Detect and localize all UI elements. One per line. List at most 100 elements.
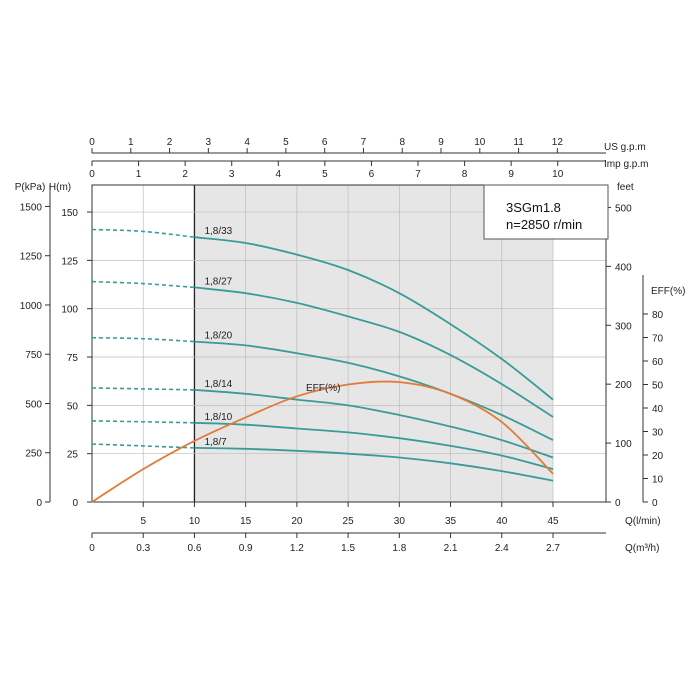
imp-gpm-tick-label: 5 [322, 169, 328, 180]
eff-tick-label: 70 [652, 334, 664, 345]
q-lmin-axis-title: Q(l/min) [625, 516, 661, 527]
feet-tick-label: 400 [615, 262, 632, 273]
imp-gpm-tick-label: 4 [276, 169, 282, 180]
q-m3h-tick-label: 2.1 [444, 543, 458, 554]
q-m3h-tick-label: 1.8 [392, 543, 406, 554]
axes-layer: 02550751001251500250500750100012501500H(… [15, 137, 686, 554]
eff-tick-label: 50 [652, 381, 664, 392]
us-gpm-tick-label: 7 [361, 137, 367, 148]
q-m3h-axis-title: Q(m³/h) [625, 543, 659, 554]
eff-tick-label: 20 [652, 451, 664, 462]
q-lmin-tick-label: 20 [291, 516, 303, 527]
imp-gpm-tick-label: 1 [136, 169, 142, 180]
imp-gpm-tick-label: 2 [182, 169, 188, 180]
curves-layer [91, 228, 554, 503]
head-curve-extrapolated [91, 336, 195, 343]
head-curve [194, 447, 554, 482]
imp-gpm-tick-label: 8 [462, 169, 468, 180]
head-tick-label: 50 [67, 401, 79, 412]
head-axis-title: H(m) [49, 182, 71, 193]
imp-gpm-tick-label: 3 [229, 169, 235, 180]
eff-tick-label: 30 [652, 428, 664, 439]
head-tick-label: 75 [67, 353, 79, 364]
q-lmin-tick-label: 15 [240, 516, 252, 527]
us-gpm-tick-label: 2 [167, 137, 173, 148]
head-curve-extrapolated [91, 280, 195, 289]
head-curve-extrapolated [91, 387, 195, 391]
eff-tick-label: 0 [652, 498, 658, 509]
head-curve-label: 1,8/20 [204, 331, 232, 342]
q-m3h-tick-label: 0.6 [187, 543, 201, 554]
head-tick-label: 0 [72, 498, 78, 509]
pressure-tick-label: 750 [25, 350, 42, 361]
pressure-tick-label: 1500 [20, 202, 43, 213]
q-lmin-tick-label: 10 [189, 516, 201, 527]
head-curve [194, 236, 554, 401]
imp-gpm-tick-label: 10 [552, 169, 564, 180]
us-gpm-tick-label: 9 [438, 137, 444, 148]
eff-tick-label: 60 [652, 357, 664, 368]
labels-layer: 1,8/33 1,8/27 1,8/20 1,8/14 1,8/10 1,8/7 EFF(%… [204, 226, 340, 448]
us-gpm-tick-label: 4 [244, 137, 250, 148]
plot-frame [91, 184, 607, 503]
q-lmin-tick-label: 40 [496, 516, 508, 527]
imp-gpm-tick-label: 7 [415, 169, 421, 180]
head-curve-label: 1,8/14 [204, 379, 232, 390]
head-curve-label: 1,8/33 [204, 226, 232, 237]
head-tick-label: 25 [67, 450, 79, 461]
head-tick-label: 100 [61, 305, 78, 316]
model-name: 3SGm1.8 [506, 200, 561, 215]
head-curve [194, 389, 554, 459]
us-gpm-tick-label: 10 [474, 137, 486, 148]
head-curve [194, 340, 554, 441]
head-curve-label: 1,8/10 [204, 412, 232, 423]
pressure-tick-label: 0 [36, 498, 42, 509]
head-curve [194, 286, 554, 418]
imp-gpm-tick-label: 0 [89, 169, 95, 180]
us-gpm-tick-label: 0 [89, 137, 95, 148]
head-tick-label: 150 [61, 208, 78, 219]
q-lmin-tick-label: 5 [140, 516, 146, 527]
q-m3h-tick-label: 1.5 [341, 543, 355, 554]
us-gpm-tick-label: 8 [399, 137, 405, 148]
head-curve-label: 1,8/7 [204, 437, 227, 448]
feet-tick-label: 100 [615, 439, 632, 450]
q-m3h-tick-label: 0 [89, 543, 95, 554]
eff-axis-title: EFF(%) [651, 286, 685, 297]
head-curve-label: 1,8/27 [204, 276, 232, 287]
imp-gpm-axis-title: Imp g.p.m [604, 159, 648, 170]
efficiency-curve [91, 380, 554, 503]
q-lmin-tick-label: 45 [547, 516, 559, 527]
q-m3h-tick-label: 2.7 [546, 543, 560, 554]
head-curve-extrapolated [91, 420, 195, 424]
pressure-tick-label: 250 [25, 449, 42, 460]
q-m3h-tick-label: 2.4 [495, 543, 509, 554]
plot-frame-layer [91, 184, 607, 503]
us-gpm-tick-label: 12 [552, 137, 564, 148]
us-gpm-tick-label: 11 [513, 137, 524, 148]
feet-tick-label: 0 [615, 498, 621, 509]
model-speed: n=2850 r/min [506, 217, 582, 232]
us-gpm-axis-title: US g.p.m [604, 142, 646, 153]
pressure-tick-label: 1250 [20, 252, 43, 263]
us-gpm-tick-label: 6 [322, 137, 328, 148]
feet-tick-label: 300 [615, 321, 632, 332]
head-tick-label: 125 [61, 256, 78, 267]
us-gpm-tick-label: 3 [206, 137, 212, 148]
us-gpm-tick-label: 5 [283, 137, 289, 148]
head-curve [194, 421, 554, 470]
eff-tick-label: 10 [652, 475, 664, 486]
q-m3h-tick-label: 0.3 [136, 543, 150, 554]
q-m3h-tick-label: 1.2 [290, 543, 304, 554]
imp-gpm-tick-label: 6 [369, 169, 375, 180]
feet-tick-label: 500 [615, 203, 632, 214]
imp-gpm-tick-label: 9 [508, 169, 514, 180]
q-lmin-tick-label: 35 [445, 516, 457, 527]
pressure-axis-title: P(kPa) [15, 182, 46, 193]
model-box [483, 184, 609, 240]
eff-tick-label: 80 [652, 310, 664, 321]
head-curve-extrapolated [91, 228, 195, 238]
us-gpm-tick-label: 1 [128, 137, 134, 148]
eff-tick-label: 40 [652, 404, 664, 415]
